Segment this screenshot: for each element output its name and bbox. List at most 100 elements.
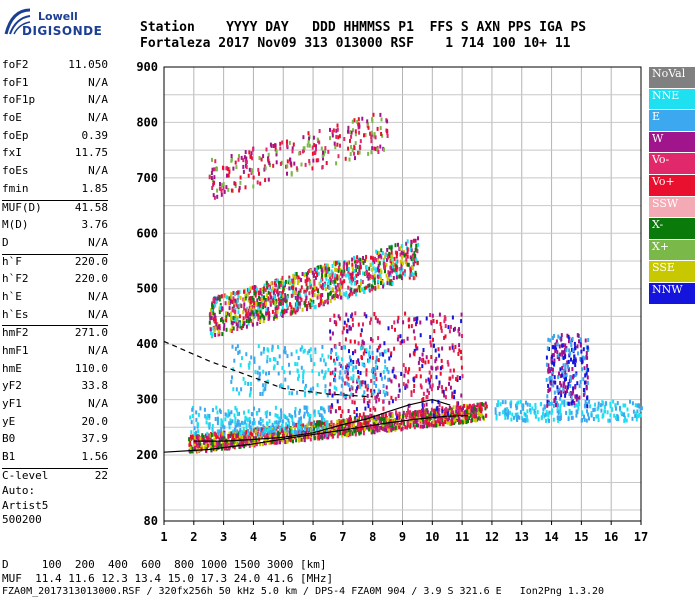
scatter-point bbox=[266, 359, 269, 364]
scatter-point bbox=[191, 414, 194, 418]
scatter-point bbox=[336, 399, 339, 404]
scatter-point bbox=[392, 260, 394, 265]
scatter-point bbox=[413, 256, 416, 261]
scatter-point bbox=[333, 296, 336, 301]
auto-label: Auto: bbox=[2, 484, 36, 497]
scatter-point bbox=[313, 143, 316, 148]
scatter-point bbox=[288, 421, 291, 426]
scatter-point bbox=[377, 279, 380, 284]
scatter-point bbox=[379, 274, 382, 279]
scatter-point bbox=[571, 347, 573, 352]
scatter-point bbox=[560, 383, 563, 388]
scatter-point bbox=[470, 408, 473, 413]
scatter-point bbox=[349, 288, 352, 293]
scatter-point bbox=[454, 326, 456, 331]
scatter-point bbox=[315, 144, 317, 149]
scatter-point bbox=[312, 158, 315, 163]
param-row: h`F 220.0 bbox=[2, 253, 108, 273]
x-tick-label: 4 bbox=[250, 530, 257, 544]
scatter-point bbox=[549, 387, 551, 392]
scatter-point bbox=[413, 352, 416, 357]
scatter-point bbox=[348, 418, 351, 423]
scatter-point bbox=[254, 429, 257, 434]
scatter-point bbox=[451, 315, 454, 320]
scatter-point bbox=[379, 276, 382, 281]
scatter-point bbox=[460, 365, 463, 370]
scatter-point bbox=[373, 280, 376, 285]
scatter-point bbox=[267, 306, 270, 311]
scatter-point bbox=[426, 416, 429, 421]
scatter-point bbox=[396, 421, 399, 426]
scatter-point bbox=[384, 427, 387, 432]
scatter-point bbox=[258, 290, 261, 295]
scatter-point bbox=[197, 438, 200, 443]
scatter-point bbox=[413, 384, 416, 388]
scatter-point bbox=[370, 392, 373, 397]
scatter-point bbox=[343, 137, 346, 141]
scatter-point bbox=[382, 426, 385, 431]
scatter-point bbox=[235, 318, 238, 323]
scatter-point bbox=[249, 381, 252, 386]
scatter-point bbox=[383, 427, 386, 432]
scatter-point bbox=[244, 150, 247, 155]
scatter-point bbox=[333, 279, 336, 284]
scatter-point bbox=[416, 346, 419, 351]
scatter-point bbox=[238, 349, 241, 354]
scatter-point bbox=[266, 310, 269, 315]
scatter-point bbox=[616, 414, 619, 419]
scatter-point bbox=[404, 425, 407, 430]
scatter-point bbox=[602, 413, 605, 418]
scatter-point bbox=[322, 422, 325, 427]
scatter-point bbox=[400, 421, 403, 426]
dashed-extrapolation-line bbox=[163, 340, 373, 398]
scatter-point bbox=[568, 411, 571, 416]
scatter-point bbox=[578, 339, 580, 344]
scatter-point bbox=[444, 420, 447, 424]
scatter-point bbox=[377, 250, 380, 255]
scatter-point bbox=[325, 273, 328, 278]
scatter-point bbox=[420, 420, 423, 424]
scatter-point bbox=[339, 363, 342, 368]
scatter-point bbox=[582, 392, 585, 397]
scatter-point bbox=[245, 416, 248, 421]
scatter-point bbox=[210, 171, 213, 176]
scatter-point bbox=[453, 389, 456, 394]
scatter-point bbox=[311, 369, 314, 373]
scatter-point bbox=[231, 375, 233, 380]
scatter-point bbox=[381, 416, 384, 421]
scatter-point bbox=[609, 401, 612, 406]
scatter-point bbox=[417, 410, 420, 415]
scatter-point bbox=[259, 309, 262, 314]
scatter-point bbox=[195, 430, 198, 435]
scatter-point bbox=[584, 399, 587, 404]
scatter-point bbox=[279, 440, 281, 445]
scatter-point bbox=[338, 342, 341, 346]
scatter-point bbox=[583, 356, 586, 361]
scatter-point bbox=[340, 295, 343, 300]
scatter-point bbox=[211, 408, 214, 413]
param-row: B0 37.9 bbox=[2, 432, 108, 450]
scatter-point bbox=[416, 316, 419, 321]
scatter-point bbox=[211, 424, 214, 428]
scatter-point bbox=[554, 343, 557, 347]
scatter-point bbox=[254, 314, 257, 318]
scatter-point bbox=[202, 437, 205, 442]
scatter-point bbox=[346, 369, 349, 374]
scatter-point bbox=[380, 425, 383, 430]
scatter-point bbox=[359, 371, 362, 375]
x-tick-label: 16 bbox=[604, 530, 618, 544]
x-tick-label: 17 bbox=[634, 530, 648, 544]
scatter-point bbox=[389, 412, 392, 417]
scatter-point bbox=[436, 416, 439, 421]
scatter-point bbox=[418, 356, 421, 361]
scatter-point bbox=[198, 441, 201, 446]
scatter-point bbox=[217, 441, 220, 446]
scatter-point bbox=[515, 403, 517, 408]
scatter-point bbox=[349, 339, 352, 344]
scatter-point bbox=[555, 403, 558, 408]
scatter-point bbox=[228, 421, 231, 426]
scatter-point bbox=[300, 431, 303, 436]
scatter-point bbox=[362, 271, 365, 276]
scatter-point bbox=[354, 129, 357, 134]
scatter-point bbox=[235, 387, 238, 392]
